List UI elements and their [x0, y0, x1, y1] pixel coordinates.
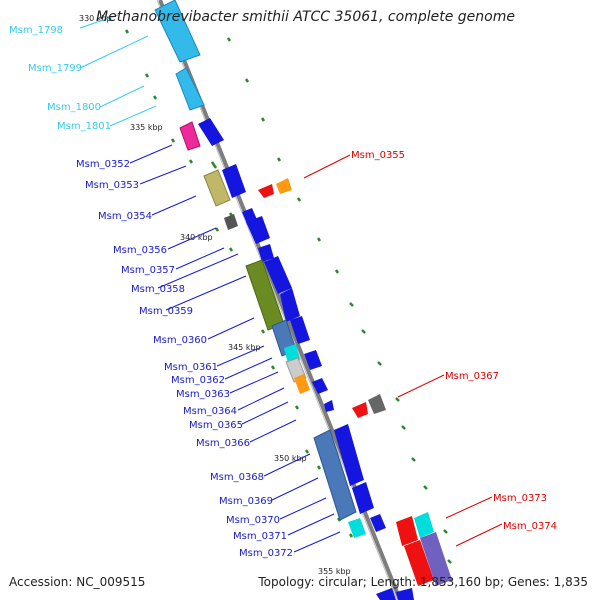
gene-msm-0355b[interactable]: [276, 178, 292, 194]
gene-msm-0356[interactable]: [224, 214, 238, 230]
label-msm-0367: Msm_0367: [445, 371, 499, 382]
label-msm-0353: Msm_0353: [85, 180, 139, 191]
left-gene-labels: Msm_1798 Msm_1799 Msm_1800 Msm_1801 Msm_…: [9, 25, 293, 559]
gene-msm-0374[interactable]: [404, 540, 434, 586]
label-msm-0372: Msm_0372: [239, 548, 293, 559]
label-msm-1799: Msm_1799: [28, 63, 82, 74]
label-msm-0364: Msm_0364: [183, 406, 237, 417]
gene-msm-0367[interactable]: [352, 402, 368, 418]
gene-msm-0361[interactable]: [280, 288, 300, 322]
tick-345: 345 kbp: [228, 343, 261, 352]
label-msm-0354: Msm_0354: [98, 211, 152, 222]
label-msm-0374: Msm_0374: [503, 521, 557, 532]
gene-msm-0352[interactable]: [198, 118, 224, 146]
label-msm-1800: Msm_1800: [47, 102, 101, 113]
gc-content-track: [124, 29, 452, 564]
label-msm-1798: Msm_1798: [9, 25, 63, 36]
label-msm-1801: Msm_1801: [57, 121, 111, 132]
label-msm-0356: Msm_0356: [113, 245, 167, 256]
cds-features-forward: [154, 0, 386, 538]
label-msm-0368: Msm_0368: [210, 472, 264, 483]
label-msm-0362: Msm_0362: [171, 375, 225, 386]
gene-msm-0360b[interactable]: [264, 256, 292, 294]
gene-msm-1801[interactable]: [179, 121, 201, 151]
tick-355: 355 kbp: [318, 567, 351, 576]
gene-msm-0366d[interactable]: [324, 400, 334, 412]
gene-msm-0358[interactable]: [246, 216, 270, 244]
gene-msm-0355[interactable]: [258, 184, 274, 198]
right-leaders: [303, 154, 503, 547]
label-msm-0359: Msm_0359: [139, 306, 193, 317]
label-msm-0373: Msm_0373: [493, 493, 547, 504]
gene-msm-0366b[interactable]: [294, 374, 310, 394]
label-msm-0352: Msm_0352: [76, 159, 130, 170]
gene-msm-1800[interactable]: [175, 67, 205, 111]
label-msm-0371: Msm_0371: [233, 531, 287, 542]
label-msm-0360: Msm_0360: [153, 335, 207, 346]
left-leaders: [79, 14, 341, 553]
gene-msm-0364[interactable]: [290, 316, 310, 344]
label-msm-0358: Msm_0358: [131, 284, 185, 295]
label-msm-0355: Msm_0355: [351, 150, 405, 161]
gene-msm-0374b[interactable]: [420, 532, 452, 586]
tick-330: 330 kbp: [79, 14, 112, 23]
tick-340: 340 kbp: [180, 233, 213, 242]
gene-msm-0371[interactable]: [348, 518, 366, 538]
gene-msm-0374d[interactable]: [396, 588, 414, 600]
gene-msm-0373b[interactable]: [414, 512, 434, 538]
accession-label: Accession: NC_009515: [9, 575, 146, 589]
tick-350: 350 kbp: [274, 454, 307, 463]
gene-msm-0366c[interactable]: [312, 378, 328, 394]
label-msm-0363: Msm_0363: [176, 389, 230, 400]
genome-title: Methanobrevibacter smithii ATCC 35061, c…: [96, 9, 515, 25]
topology-label: Topology: circular; Length: 1,853,160 bp…: [258, 575, 588, 589]
gene-msm-0370[interactable]: [352, 482, 374, 514]
tick-labels: 330 kbp 335 kbp 340 kbp 345 kbp 350 kbp …: [79, 14, 351, 576]
gene-msm-0367b[interactable]: [368, 394, 386, 414]
gene-msm-0353[interactable]: [203, 169, 231, 207]
label-msm-0365: Msm_0365: [189, 420, 243, 431]
gene-msm-0359[interactable]: [258, 244, 274, 262]
cds-features-reverse: [258, 178, 452, 600]
right-gene-labels: Msm_0355 Msm_0367 Msm_0373 Msm_0374: [351, 150, 557, 532]
gene-msm-0368[interactable]: [313, 429, 357, 521]
tick-335: 335 kbp: [130, 123, 163, 132]
gene-msm-0372[interactable]: [370, 514, 386, 532]
label-msm-0370: Msm_0370: [226, 515, 280, 526]
gene-msm-1798[interactable]: [154, 0, 201, 63]
gene-msm-0365[interactable]: [304, 350, 322, 370]
gene-msm-0373[interactable]: [396, 516, 418, 546]
gene-msm-0354[interactable]: [222, 164, 246, 198]
label-msm-0369: Msm_0369: [219, 496, 273, 507]
label-msm-0357: Msm_0357: [121, 265, 175, 276]
gene-msm-0374c[interactable]: [376, 588, 396, 600]
label-msm-0366: Msm_0366: [196, 438, 250, 449]
label-msm-0361: Msm_0361: [164, 362, 218, 373]
gene-msm-0369[interactable]: [334, 424, 364, 486]
